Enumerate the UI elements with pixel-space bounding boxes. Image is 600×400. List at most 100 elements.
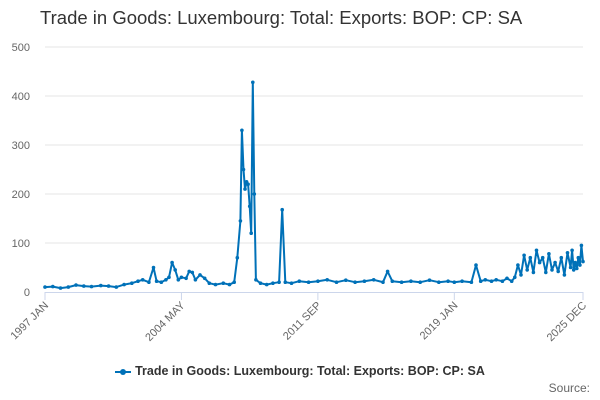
data-point[interactable]	[565, 251, 570, 255]
data-point[interactable]	[399, 280, 404, 285]
data-point[interactable]	[99, 283, 103, 288]
data-point[interactable]	[147, 280, 151, 285]
data-point[interactable]	[576, 255, 581, 260]
data-point[interactable]	[184, 276, 188, 281]
data-point[interactable]	[151, 265, 156, 270]
data-point[interactable]	[385, 269, 390, 274]
data-point[interactable]	[525, 268, 529, 272]
data-point[interactable]	[531, 270, 536, 275]
data-point[interactable]	[452, 280, 457, 285]
data-point[interactable]	[252, 192, 257, 196]
data-point[interactable]	[505, 276, 509, 281]
data-point[interactable]	[243, 187, 247, 191]
data-point[interactable]	[232, 280, 236, 285]
data-point[interactable]	[227, 282, 232, 287]
data-point[interactable]	[207, 281, 212, 286]
data-point[interactable]	[571, 268, 576, 272]
data-point[interactable]	[297, 279, 302, 284]
data-point[interactable]	[283, 280, 288, 285]
data-point[interactable]	[500, 279, 505, 284]
data-point[interactable]	[362, 279, 367, 284]
data-point[interactable]	[390, 279, 395, 284]
data-point[interactable]	[437, 280, 441, 285]
data-point[interactable]	[570, 248, 574, 253]
data-point[interactable]	[271, 281, 275, 286]
data-point[interactable]	[221, 281, 226, 286]
data-point[interactable]	[550, 268, 554, 272]
data-point[interactable]	[140, 278, 145, 282]
data-point[interactable]	[494, 278, 499, 282]
data-point[interactable]	[353, 280, 357, 285]
data-point[interactable]	[483, 278, 488, 282]
data-point[interactable]	[578, 263, 582, 267]
data-point[interactable]	[519, 273, 523, 277]
data-point[interactable]	[573, 260, 577, 265]
data-point[interactable]	[474, 263, 478, 267]
data-point[interactable]	[522, 253, 526, 258]
data-point[interactable]	[418, 280, 423, 285]
data-point[interactable]	[164, 278, 168, 282]
data-point[interactable]	[489, 279, 494, 284]
data-point[interactable]	[179, 275, 184, 280]
data-point[interactable]	[58, 286, 63, 290]
data-point[interactable]	[74, 283, 78, 287]
data-point[interactable]	[581, 259, 585, 264]
data-point[interactable]	[537, 260, 542, 265]
data-point[interactable]	[553, 260, 557, 265]
data-point[interactable]	[556, 269, 560, 274]
data-point[interactable]	[516, 263, 520, 267]
data-point[interactable]	[66, 285, 71, 289]
data-point[interactable]	[344, 278, 348, 283]
data-point[interactable]	[187, 269, 191, 274]
data-point[interactable]	[381, 280, 385, 285]
data-point[interactable]	[167, 275, 171, 280]
data-point[interactable]	[409, 279, 413, 284]
data-point[interactable]	[198, 273, 202, 277]
data-point[interactable]	[579, 243, 584, 248]
data-point[interactable]	[176, 278, 181, 282]
data-point[interactable]	[427, 278, 432, 283]
data-point[interactable]	[130, 281, 134, 286]
data-point[interactable]	[249, 231, 253, 235]
data-point[interactable]	[562, 273, 567, 277]
data-point[interactable]	[280, 207, 285, 212]
data-point[interactable]	[170, 260, 174, 265]
data-point[interactable]	[547, 252, 551, 256]
data-point[interactable]	[540, 255, 545, 260]
legend[interactable]: Trade in Goods: Luxembourg: Total: Expor…	[0, 364, 600, 378]
data-point[interactable]	[114, 285, 119, 289]
data-point[interactable]	[509, 279, 514, 284]
data-point[interactable]	[154, 279, 159, 284]
data-point[interactable]	[334, 280, 339, 285]
data-point[interactable]	[136, 279, 140, 284]
data-point[interactable]	[289, 281, 294, 286]
data-point[interactable]	[251, 80, 255, 85]
data-point[interactable]	[277, 280, 281, 285]
data-point[interactable]	[89, 284, 94, 289]
data-point[interactable]	[446, 279, 450, 284]
data-point[interactable]	[544, 270, 548, 275]
data-point[interactable]	[258, 281, 263, 286]
data-point[interactable]	[469, 280, 474, 285]
data-point[interactable]	[460, 279, 464, 284]
series-line[interactable]	[44, 81, 584, 290]
data-point[interactable]	[106, 284, 111, 288]
data-point[interactable]	[159, 280, 164, 285]
data-point[interactable]	[478, 279, 483, 284]
data-point[interactable]	[568, 265, 573, 270]
data-point[interactable]	[254, 278, 258, 282]
data-point[interactable]	[235, 255, 240, 260]
data-point[interactable]	[325, 278, 330, 282]
data-point[interactable]	[513, 275, 517, 280]
data-point[interactable]	[306, 280, 311, 285]
data-point[interactable]	[190, 270, 195, 275]
data-point[interactable]	[122, 282, 126, 287]
data-point[interactable]	[371, 278, 376, 282]
data-point[interactable]	[264, 282, 269, 287]
data-point[interactable]	[559, 255, 564, 260]
data-point[interactable]	[213, 282, 218, 287]
data-point[interactable]	[241, 167, 246, 172]
data-point[interactable]	[246, 182, 250, 186]
data-point[interactable]	[528, 255, 533, 260]
data-point[interactable]	[51, 284, 55, 289]
